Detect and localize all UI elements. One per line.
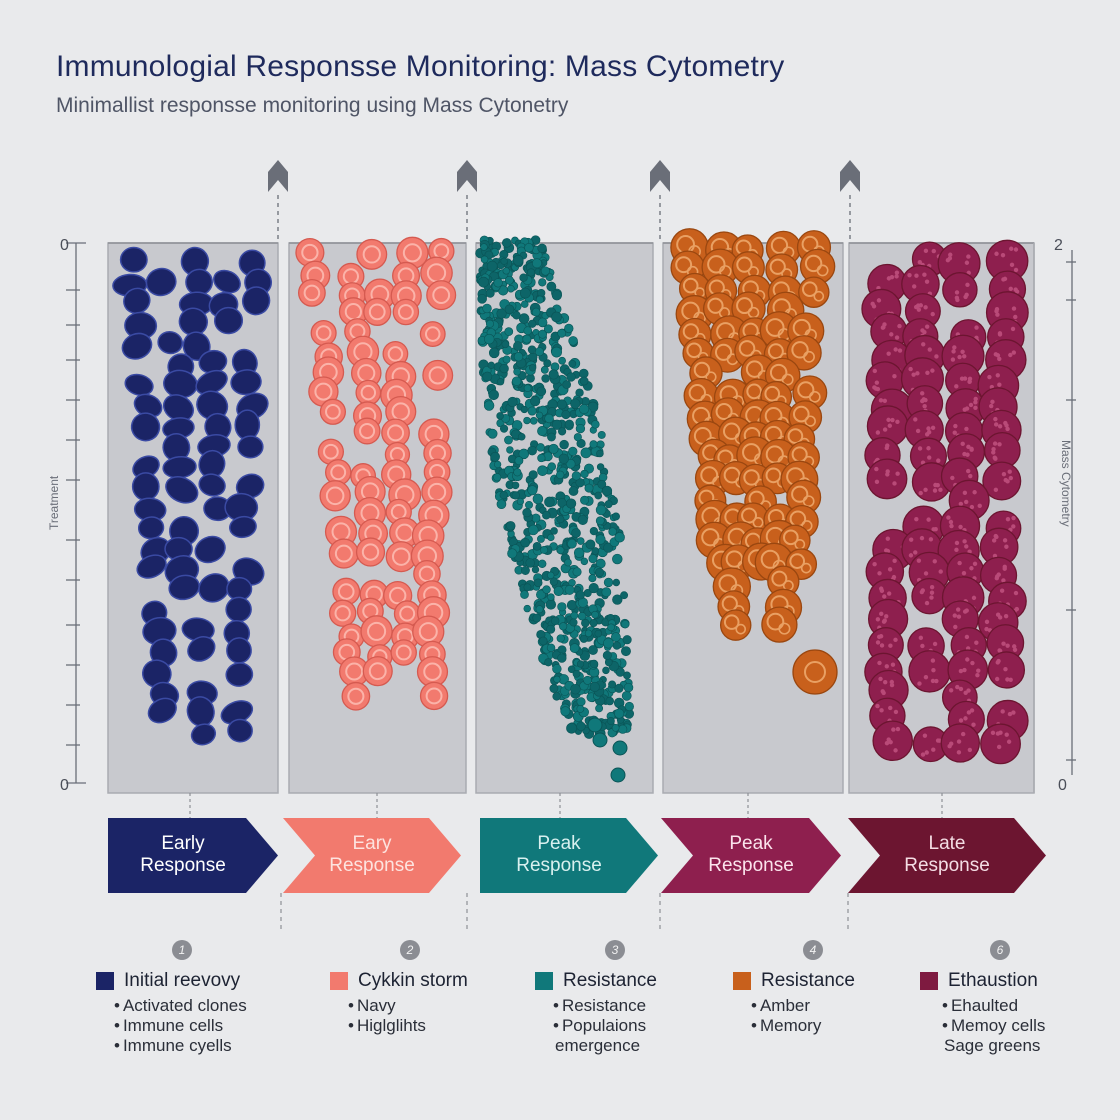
cluster-amber xyxy=(670,228,838,695)
stage-label: Response xyxy=(140,855,226,876)
stage-arrow-group: EarlyResponseEaryResponsePeakResponsePea… xyxy=(108,818,1046,893)
legend-number-badge: 3 xyxy=(605,940,625,960)
legend-item: Resistance xyxy=(553,996,745,1016)
legend-title: Resistance xyxy=(563,970,657,991)
legend-item: Memory xyxy=(751,1016,943,1036)
cluster-teal xyxy=(475,235,635,783)
legend-heading: Resistance xyxy=(535,970,745,992)
legend-title: Resistance xyxy=(761,970,855,991)
legend-swatch xyxy=(733,972,751,990)
right-axis xyxy=(1066,250,1076,775)
marker-arrow-icon xyxy=(457,160,477,192)
legend-title: Ethaustion xyxy=(948,970,1038,991)
legend-number-badge: 4 xyxy=(803,940,823,960)
legend-heading: Initial reevovy xyxy=(96,970,306,992)
stage-label: Eary xyxy=(352,833,392,854)
legend-group-3: 3ResistanceResistancePopulaionsemergence xyxy=(535,940,745,1056)
stage-label: Peak xyxy=(537,833,581,854)
left-axis-top-label: 0 xyxy=(60,237,69,254)
stage-label: Early xyxy=(161,833,205,854)
page-subtitle: Minimallist responsse monitoring using M… xyxy=(56,94,569,117)
legend-heading: Resistance xyxy=(733,970,943,992)
legend-group-2: 2 Cykkin storm NavyHiglglihts xyxy=(330,940,540,1036)
legend-items: ResistancePopulaionsemergence xyxy=(553,996,745,1056)
marker-arrow-icon xyxy=(268,160,288,192)
legend-number-badge: 6 xyxy=(990,940,1010,960)
stage-label: Response xyxy=(708,855,794,876)
marker-arrow-icon xyxy=(650,160,670,192)
cluster-group xyxy=(112,228,1029,783)
legend-number-badge: 2 xyxy=(400,940,420,960)
cytometry-diagram: 0 0 2 0 Treatment Mass Cytometry EarlyRe… xyxy=(47,160,1076,930)
stage-label: Response xyxy=(904,855,990,876)
marker-group xyxy=(189,160,943,930)
legend-item: Populaions xyxy=(553,1016,745,1036)
legend-items: Activated clonesImmune cellsImmune cyell… xyxy=(114,996,306,1056)
legend-item: Immune cyells xyxy=(114,1036,306,1056)
left-axis-bottom-label: 0 xyxy=(60,777,69,794)
legend-item: Ehaulted xyxy=(942,996,1120,1016)
legend-item: Higlglihts xyxy=(348,1016,540,1036)
legend-item: Activated clones xyxy=(114,996,306,1016)
stage-label: Late xyxy=(929,833,966,854)
legend-title: Cykkin storm xyxy=(358,970,468,991)
legend-item: Immune cells xyxy=(114,1016,306,1036)
legend-heading: Ethaustion xyxy=(920,970,1120,992)
stage-label: Response xyxy=(329,855,415,876)
legend-swatch xyxy=(96,972,114,990)
legend-group-4: 4 Resistance AmberMemory xyxy=(733,940,943,1036)
legend-swatch xyxy=(920,972,938,990)
legend-items: AmberMemory xyxy=(751,996,943,1036)
legend-number-badge: 1 xyxy=(172,940,192,960)
legend-item: emergence xyxy=(555,1036,641,1055)
legend-heading: Cykkin storm xyxy=(330,970,540,992)
page-title: Immunologial Responsse Monitoring: Mass … xyxy=(56,50,785,83)
cluster-coral xyxy=(295,236,457,711)
stage-label: Response xyxy=(516,855,602,876)
right-axis-title: Mass Cytometry xyxy=(1059,440,1073,527)
stage-label: Peak xyxy=(729,833,773,854)
legend-item: Memoy cells xyxy=(942,1016,1120,1036)
cluster-navy xyxy=(112,246,273,746)
left-axis xyxy=(66,242,86,784)
legend-swatch xyxy=(330,972,348,990)
legend-item: Navy xyxy=(348,996,540,1016)
right-axis-bottom-label: 0 xyxy=(1058,777,1067,794)
right-axis-top-label: 2 xyxy=(1054,237,1063,254)
legend-swatch xyxy=(535,972,553,990)
legend-item: Sage greens xyxy=(944,1036,1041,1055)
legend-item: Amber xyxy=(751,996,943,1016)
legend-items: NavyHiglglihts xyxy=(348,996,540,1036)
cluster-plum xyxy=(861,239,1029,765)
marker-arrow-icon xyxy=(840,160,860,192)
legend-title: Initial reevovy xyxy=(124,970,241,991)
left-axis-title: Treatment xyxy=(47,475,61,530)
